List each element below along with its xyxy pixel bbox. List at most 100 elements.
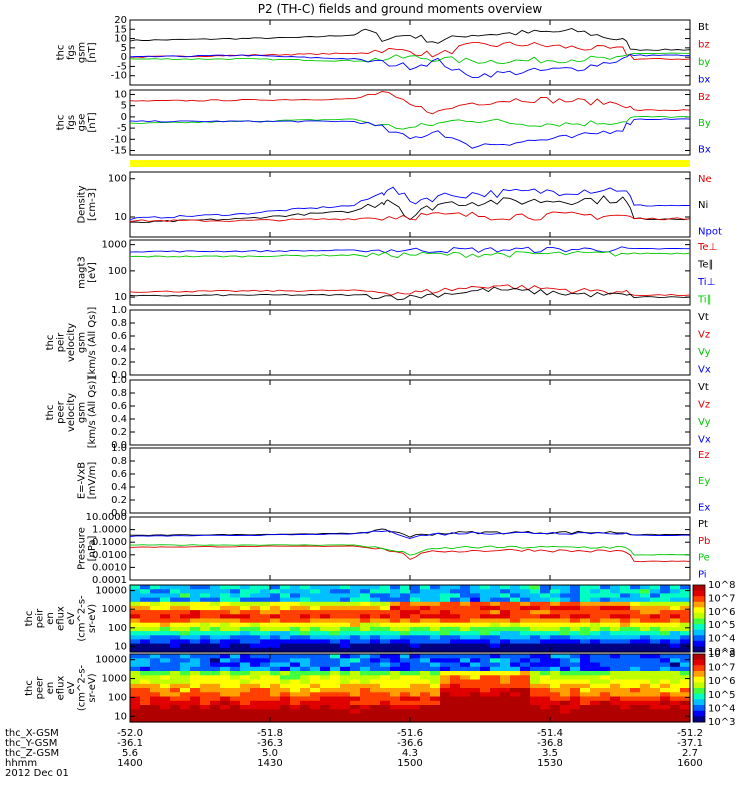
spectrogram-cell — [470, 696, 481, 702]
y-tick-label: 20 — [114, 15, 127, 26]
spectrogram-cell — [450, 705, 461, 710]
spectrogram-cell — [470, 717, 481, 723]
spectrogram-cell — [660, 654, 671, 659]
spectrogram-cell — [200, 618, 211, 624]
x-row-value: -51.4 — [537, 728, 563, 739]
spectrogram-cell — [410, 614, 421, 620]
spectrogram-cell — [540, 679, 551, 685]
spectrogram-cell — [310, 614, 321, 620]
spectrogram-cell — [170, 709, 181, 715]
y-axis-label-line: [mV/m] — [87, 462, 98, 500]
spectrogram-cell — [470, 662, 481, 668]
spectrogram-cell — [610, 717, 621, 723]
spectrogram-cell — [290, 647, 301, 653]
spectrogram-cell — [330, 626, 341, 632]
spectrogram-cell — [180, 643, 191, 649]
spectrogram-cell — [410, 597, 421, 603]
spectrogram-cell — [190, 622, 201, 628]
spectrogram-cell — [360, 692, 371, 698]
spectrogram-cell — [590, 654, 601, 659]
x-row-value: 1430 — [257, 758, 282, 769]
spectrogram-cell — [500, 700, 511, 706]
spectrogram-cell — [450, 658, 461, 664]
spectrogram-cell — [520, 709, 531, 715]
spectrogram-cell — [140, 614, 151, 620]
spectrogram-cell — [400, 593, 411, 599]
spectrogram-cell — [390, 692, 401, 698]
spectrogram-cell — [230, 709, 241, 715]
spectrogram-cell — [570, 610, 581, 615]
spectrogram-cell — [540, 631, 551, 636]
spectrogram-cell — [340, 658, 351, 664]
spectrogram-cell — [430, 666, 441, 672]
spectrogram-cell — [300, 654, 311, 659]
spectrogram-cell — [510, 647, 521, 653]
spectrogram-cell — [370, 705, 381, 710]
spectrogram-cell — [330, 631, 341, 636]
spectrogram-cell — [570, 593, 581, 599]
spectrogram-cell — [340, 614, 351, 620]
spectrogram-cell — [290, 692, 301, 698]
spectrogram-cell — [260, 683, 271, 689]
spectrogram-cell — [560, 643, 571, 649]
spectrogram-cell — [530, 601, 541, 607]
spectrogram-cell — [630, 610, 641, 615]
spectrogram-cell — [650, 709, 661, 715]
spectrogram-cell — [460, 643, 471, 649]
spectrogram-cell — [280, 605, 291, 611]
y-axis-label-line: gsm — [77, 332, 88, 353]
spectrogram-cell — [550, 631, 561, 636]
spectrogram-cell — [510, 658, 521, 664]
colorbar-swatch — [693, 585, 705, 592]
spectrogram-cell — [520, 692, 531, 698]
spectrogram-cell — [470, 647, 481, 653]
spectrogram-cell — [680, 700, 691, 706]
spectrogram-cell — [580, 683, 591, 689]
spectrogram-cell — [560, 647, 571, 653]
spectrogram-cell — [570, 654, 581, 659]
spectrogram-cell — [390, 696, 401, 702]
spectrogram-cell — [550, 662, 561, 668]
spectrogram-cell — [460, 675, 471, 681]
spectrogram-cell — [340, 610, 351, 615]
spectrogram-cell — [210, 585, 221, 590]
spectrogram-cell — [530, 705, 541, 710]
spectrogram-cell — [570, 688, 581, 693]
spectrogram-cell — [290, 700, 301, 706]
spectrogram-cell — [620, 618, 631, 624]
spectrogram-cell — [560, 589, 571, 594]
spectrogram-cell — [640, 679, 651, 685]
spectrogram-cell — [590, 696, 601, 702]
spectrogram-cell — [410, 683, 421, 689]
spectrogram-cell — [160, 662, 171, 668]
spectrogram-cell — [630, 696, 641, 702]
spectrogram-cell — [130, 597, 141, 603]
spectrogram-cell — [140, 593, 151, 599]
spectrogram-cell — [320, 605, 331, 611]
spectrogram-cell — [170, 643, 181, 649]
spectrogram-cell — [560, 688, 571, 693]
spectrogram-cell — [630, 679, 641, 685]
spectrogram-cell — [600, 639, 611, 645]
spectrogram-cell — [340, 683, 351, 689]
spectrogram-cell — [440, 705, 451, 710]
spectrogram-cell — [640, 585, 651, 590]
spectrogram-cell — [310, 683, 321, 689]
spectrogram-cell — [570, 626, 581, 632]
series-density-0 — [129, 186, 691, 221]
spectrogram-cell — [570, 692, 581, 698]
spectrogram-cell — [490, 643, 501, 649]
spectrogram-cell — [580, 679, 591, 685]
spectrogram-cell — [400, 605, 411, 611]
spectrogram-cell — [650, 635, 661, 641]
spectrogram-cell — [520, 683, 531, 689]
spectrogram-cell — [640, 675, 651, 681]
spectrogram-cell — [340, 635, 351, 641]
spectrogram-cell — [460, 639, 471, 645]
spectrogram-cell — [420, 717, 431, 723]
spectrogram-cell — [500, 688, 511, 693]
spectrogram-cell — [500, 593, 511, 599]
spectrogram-cell — [460, 709, 471, 715]
